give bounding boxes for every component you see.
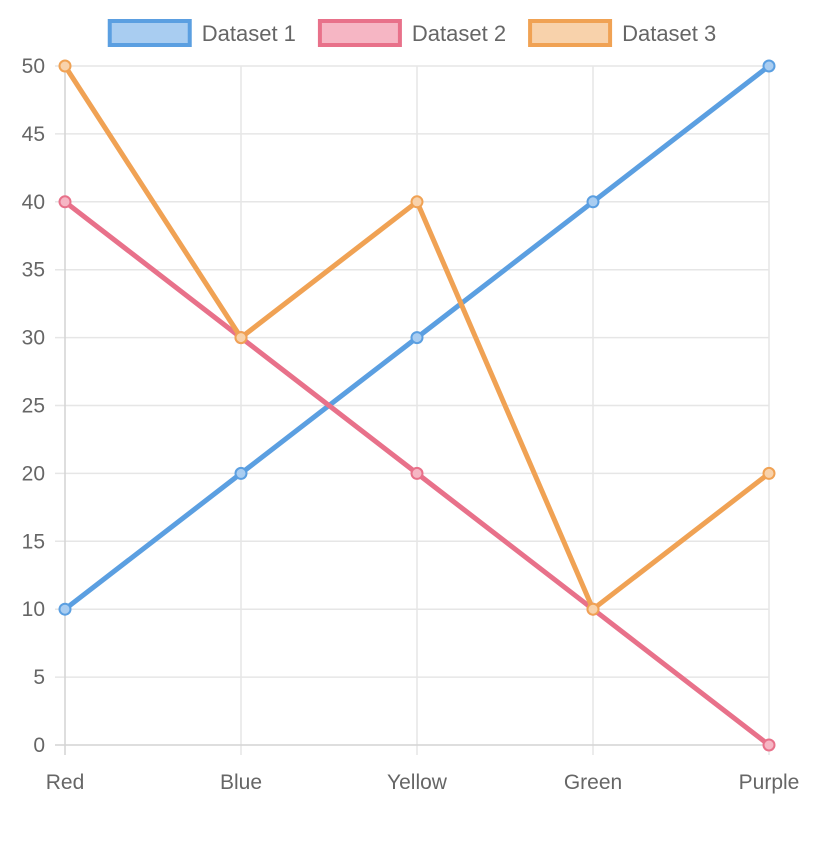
x-tick-label: Purple <box>739 771 800 794</box>
x-tick-label: Blue <box>220 771 262 794</box>
legend-swatch <box>107 19 192 47</box>
y-tick-label: 45 <box>22 123 45 146</box>
y-tick-label: 0 <box>33 734 45 757</box>
x-tick-label: Yellow <box>387 771 448 794</box>
x-tick-label: Green <box>564 771 622 794</box>
series-point-1[interactable] <box>586 195 600 209</box>
legend-label: Dataset 3 <box>622 21 716 46</box>
axes <box>55 66 769 755</box>
series-points <box>58 59 776 752</box>
series-point-3[interactable] <box>410 195 424 209</box>
y-tick-label: 50 <box>22 55 45 78</box>
legend-item-2[interactable]: Dataset 2 <box>317 19 506 47</box>
legend-item-1[interactable]: Dataset 1 <box>107 19 296 47</box>
series-point-1[interactable] <box>234 466 248 480</box>
y-tick-label: 5 <box>33 666 45 689</box>
y-axis-ticks: 0 5 10 15 20 25 30 35 40 45 50 <box>22 55 45 757</box>
series-point-1[interactable] <box>410 331 424 345</box>
y-tick-label: 15 <box>22 530 45 553</box>
y-tick-label: 40 <box>22 191 45 214</box>
grid-lines <box>55 65 770 755</box>
legend-label: Dataset 1 <box>202 21 296 46</box>
legend-item-3[interactable]: Dataset 3 <box>528 19 716 47</box>
y-tick-label: 20 <box>22 462 45 485</box>
y-tick-label: 30 <box>22 327 45 350</box>
y-tick-label: 25 <box>22 395 45 418</box>
y-tick-label: 35 <box>22 259 45 282</box>
legend-swatch <box>317 19 402 47</box>
series-point-1[interactable] <box>762 59 776 73</box>
series-point-3[interactable] <box>234 331 248 345</box>
legend-label: Dataset 2 <box>412 21 506 46</box>
series-point-3[interactable] <box>58 59 72 73</box>
x-tick-label: Red <box>46 771 85 794</box>
series-point-3[interactable] <box>762 466 776 480</box>
series-point-3[interactable] <box>586 602 600 616</box>
y-tick-label: 10 <box>22 598 45 621</box>
series-point-2[interactable] <box>58 195 72 209</box>
series-point-1[interactable] <box>58 602 72 616</box>
legend: Dataset 1 Dataset 2 Dataset 3 <box>107 19 716 47</box>
x-axis-ticks: Red Blue Yellow Green Purple <box>46 771 800 794</box>
series-point-2[interactable] <box>762 738 776 752</box>
legend-swatch <box>528 19 613 47</box>
series-point-2[interactable] <box>410 466 424 480</box>
